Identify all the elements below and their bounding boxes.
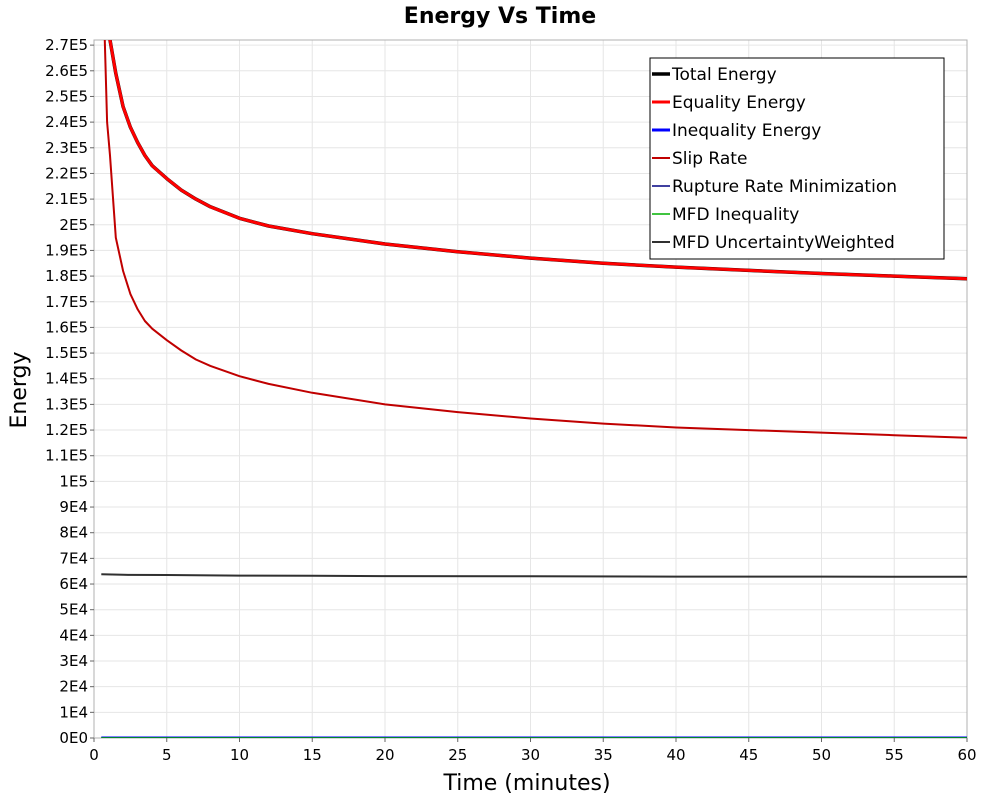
y-tick-label: 1.8E5 bbox=[45, 267, 88, 285]
x-axis-label: Time (minutes) bbox=[442, 771, 610, 796]
x-tick-label: 10 bbox=[230, 746, 249, 764]
x-tick-label: 20 bbox=[375, 746, 394, 764]
legend-item: Inequality Energy bbox=[652, 121, 821, 141]
legend-label: MFD UncertaintyWeighted bbox=[672, 233, 895, 253]
y-axis-label: Energy bbox=[7, 351, 32, 428]
legend: Total Energy Equality Energy Inequality En… bbox=[649, 57, 945, 260]
legend-label: MFD Inequality bbox=[672, 205, 799, 225]
y-tick-label: 1.9E5 bbox=[45, 241, 88, 259]
y-tick-label: 1.5E5 bbox=[45, 344, 88, 362]
x-axis: 0 5 10 15 20 25 30 35 40 45 50 55 60 bbox=[89, 738, 977, 764]
x-tick-label: 55 bbox=[885, 746, 904, 764]
x-tick-label: 0 bbox=[89, 746, 99, 764]
y-tick-label: 2E5 bbox=[59, 216, 88, 234]
x-tick-label: 5 bbox=[162, 746, 172, 764]
legend-item: MFD Inequality bbox=[652, 205, 799, 225]
series-line-1 bbox=[108, 40, 967, 281]
legend-label: Equality Energy bbox=[672, 93, 806, 113]
y-tick-label: 3E4 bbox=[59, 652, 88, 670]
y-tick-label: 1.3E5 bbox=[45, 395, 88, 413]
legend-box bbox=[649, 57, 945, 260]
y-tick-label: 1.4E5 bbox=[45, 370, 88, 388]
y-tick-label: 2.5E5 bbox=[45, 87, 88, 105]
series-line-3 bbox=[103, 40, 967, 439]
chart-title: Energy Vs Time bbox=[404, 4, 596, 29]
legend-item: Rupture Rate Minimization bbox=[652, 177, 897, 197]
y-tick-label: 4E4 bbox=[59, 626, 88, 644]
y-tick-label: 2.6E5 bbox=[45, 62, 88, 80]
series-line-6 bbox=[101, 573, 967, 578]
y-tick-label: 1E4 bbox=[59, 703, 88, 721]
x-tick-label: 25 bbox=[448, 746, 467, 764]
y-tick-label: 2.2E5 bbox=[45, 164, 88, 182]
x-tick-label: 45 bbox=[739, 746, 758, 764]
y-tick-label: 9E4 bbox=[59, 498, 88, 516]
y-tick-label: 6E4 bbox=[59, 575, 88, 593]
y-tick-label: 1E5 bbox=[59, 472, 88, 490]
y-tick-label: 2.4E5 bbox=[45, 113, 88, 131]
legend-label: Total Energy bbox=[671, 65, 777, 85]
x-tick-label: 40 bbox=[666, 746, 685, 764]
y-tick-label: 2.7E5 bbox=[45, 36, 88, 54]
legend-label: Inequality Energy bbox=[672, 121, 821, 141]
legend-item: MFD UncertaintyWeighted bbox=[652, 233, 895, 253]
legend-item: Total Energy bbox=[652, 65, 777, 85]
legend-label: Slip Rate bbox=[672, 149, 747, 169]
x-tick-label: 35 bbox=[594, 746, 613, 764]
series-group bbox=[101, 40, 967, 738]
y-tick-label: 5E4 bbox=[59, 601, 88, 619]
y-tick-label: 2.3E5 bbox=[45, 139, 88, 157]
legend-label: Rupture Rate Minimization bbox=[672, 177, 897, 197]
y-tick-label: 1.1E5 bbox=[45, 447, 88, 465]
y-tick-label: 8E4 bbox=[59, 524, 88, 542]
x-tick-label: 50 bbox=[812, 746, 831, 764]
y-tick-label: 2.1E5 bbox=[45, 190, 88, 208]
y-tick-label: 0E0 bbox=[59, 729, 88, 747]
y-tick-label: 1.2E5 bbox=[45, 421, 88, 439]
y-tick-label: 2E4 bbox=[59, 678, 88, 696]
y-tick-label: 7E4 bbox=[59, 549, 88, 567]
legend-item: Slip Rate bbox=[652, 149, 747, 169]
x-tick-label: 30 bbox=[521, 746, 540, 764]
legend-item: Equality Energy bbox=[652, 93, 806, 113]
x-tick-label: 60 bbox=[957, 746, 976, 764]
y-tick-label: 1.7E5 bbox=[45, 293, 88, 311]
y-axis: 0E0 1E4 2E4 3E4 4E4 5E4 6E4 7E4 8E4 9E4 1E5 1.1E5 1.… bbox=[45, 36, 94, 747]
y-tick-label: 1.6E5 bbox=[45, 318, 88, 336]
x-tick-label: 15 bbox=[303, 746, 322, 764]
